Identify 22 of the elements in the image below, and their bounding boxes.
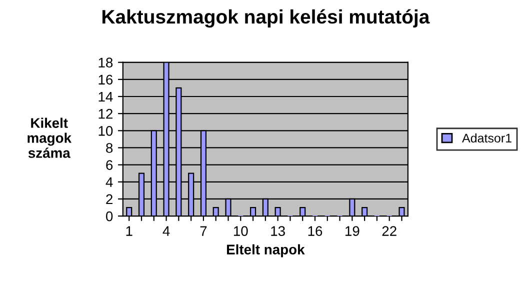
y-tick-label: 18 <box>98 58 113 68</box>
y-axis-title: Kikelt magok száma <box>28 118 72 158</box>
legend-label: Adatsor1 <box>462 133 512 143</box>
x-tick-label: 10 <box>234 226 248 236</box>
x-tick-label: 22 <box>382 226 396 236</box>
y-tick-label: 0 <box>106 211 113 222</box>
y-tick-label: 4 <box>106 177 113 187</box>
x-tick-label: 19 <box>346 226 360 236</box>
y-tick-label: 16 <box>98 74 113 85</box>
x-tick-label: 7 <box>200 226 207 236</box>
x-tick-label: 13 <box>271 226 285 236</box>
y-tick-label: 8 <box>106 143 113 153</box>
y-tick-label: 12 <box>98 108 112 119</box>
x-axis-title: Eltelt napok <box>226 244 305 258</box>
x-tick-label: 4 <box>162 226 170 236</box>
x-tick-label: 16 <box>308 226 322 236</box>
y-tick-label: 6 <box>106 160 113 170</box>
x-tick-label: 1 <box>126 226 132 236</box>
y-tick-label: 14 <box>98 92 113 102</box>
y-tick-label: 10 <box>98 126 113 136</box>
chart-title: Kaktuszmagok napi kelési mutatója <box>102 9 430 28</box>
y-tick-label: 2 <box>106 194 112 204</box>
